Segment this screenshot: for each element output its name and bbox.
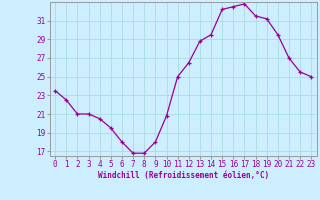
- X-axis label: Windchill (Refroidissement éolien,°C): Windchill (Refroidissement éolien,°C): [98, 171, 269, 180]
